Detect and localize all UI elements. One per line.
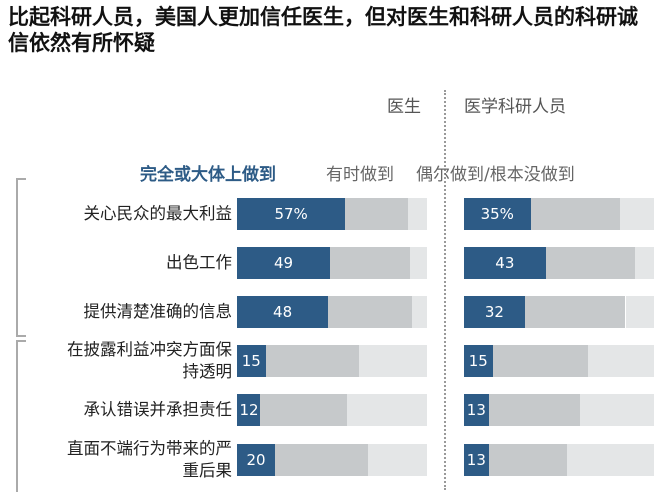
bar-segment xyxy=(464,296,525,328)
panel-title: 医学科研人员 xyxy=(464,97,566,117)
value-label: 49 xyxy=(274,254,294,272)
bar-segment xyxy=(358,345,427,377)
bar-segment xyxy=(409,247,427,279)
bar-segment xyxy=(464,198,531,230)
bar-segment xyxy=(265,345,359,377)
category-label: 直面不端行为带来的严重后果 xyxy=(67,439,232,480)
bar-segment xyxy=(237,394,260,426)
value-label: 43 xyxy=(495,254,515,272)
bar-segment xyxy=(587,345,654,377)
value-label: 20 xyxy=(246,451,266,469)
value-label: 15 xyxy=(241,352,261,370)
bar-segment xyxy=(328,296,412,328)
bar-segment xyxy=(237,198,346,230)
panel-title: 医生 xyxy=(387,97,421,117)
value-label: 35% xyxy=(480,205,514,223)
bar-segment xyxy=(411,296,427,328)
bar-segment xyxy=(259,394,348,426)
bar-segment xyxy=(347,394,427,426)
bar-segment xyxy=(408,198,427,230)
bar-segment xyxy=(635,247,654,279)
legend-label: 有时做到 xyxy=(326,165,394,185)
value-label: 57% xyxy=(274,205,308,223)
bar-segment xyxy=(619,198,654,230)
bar-segment xyxy=(464,247,546,279)
bar-segment xyxy=(488,444,567,476)
legend-label: 偶尔做到/根本没做到 xyxy=(416,165,575,185)
bar-segment xyxy=(464,444,489,476)
bar-segment xyxy=(237,296,329,328)
category-label: 关心民众的最大利益 xyxy=(83,204,233,223)
bar-segment xyxy=(237,444,275,476)
bar-segment xyxy=(488,394,580,426)
value-label: 13 xyxy=(466,451,486,469)
bar-segment xyxy=(625,296,654,328)
bar-segment xyxy=(330,247,410,279)
bar-segment xyxy=(545,247,635,279)
panel-divider xyxy=(444,90,446,490)
bar-segment xyxy=(464,394,489,426)
legend-label: 完全或大体上做到 xyxy=(140,165,276,185)
value-label: 15 xyxy=(468,352,488,370)
bar-segment xyxy=(237,345,266,377)
category-label: 在披露利益冲突方面保持透明 xyxy=(67,340,232,381)
bar-segment xyxy=(579,394,654,426)
category-label: 出色工作 xyxy=(166,253,232,272)
value-label: 32 xyxy=(484,303,504,321)
chart-title: 比起科研人员，美国人更加信任医生，但对医生和科研人员的科研诚信依然有所怀疑 xyxy=(8,5,638,55)
group-bracket xyxy=(16,178,26,337)
bar-segment xyxy=(368,444,427,476)
group-bracket xyxy=(16,340,26,492)
bar-segment xyxy=(275,444,369,476)
bar-segment xyxy=(524,296,626,328)
bar-segment xyxy=(464,345,493,377)
bar-segment xyxy=(237,247,331,279)
category-label: 承认错误并承担责任 xyxy=(83,400,233,419)
bar-segment xyxy=(530,198,620,230)
bar-segment xyxy=(345,198,408,230)
category-label: 提供清楚准确的信息 xyxy=(83,302,233,321)
value-label: 48 xyxy=(273,303,293,321)
value-label: 13 xyxy=(466,401,486,419)
value-label: 12 xyxy=(239,401,259,419)
bar-segment xyxy=(566,444,654,476)
bar-segment xyxy=(492,345,588,377)
